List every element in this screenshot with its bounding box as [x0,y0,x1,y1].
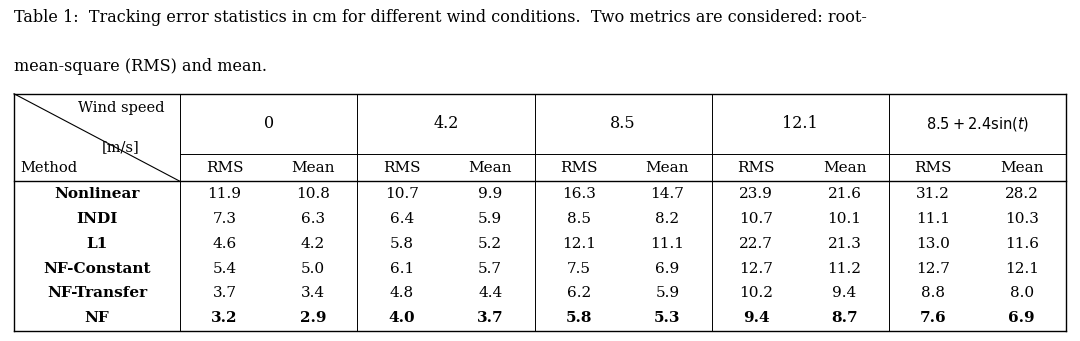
Text: 4.0: 4.0 [389,311,415,325]
Text: 6.9: 6.9 [1009,311,1035,325]
Text: 12.7: 12.7 [916,262,950,276]
Text: Mean: Mean [646,161,689,175]
Text: 5.2: 5.2 [478,237,502,251]
Text: Nonlinear: Nonlinear [54,187,139,201]
Text: Mean: Mean [1000,161,1043,175]
Text: 31.2: 31.2 [916,187,950,201]
Text: 3.7: 3.7 [477,311,503,325]
Text: 5.4: 5.4 [213,262,237,276]
Text: 5.9: 5.9 [478,212,502,226]
Text: [m/s]: [m/s] [102,140,139,154]
Text: RMS: RMS [738,161,774,175]
Text: 11.1: 11.1 [650,237,685,251]
Text: Method: Method [21,161,78,175]
Text: 12.1: 12.1 [782,116,819,133]
Text: 6.9: 6.9 [656,262,679,276]
Text: 11.1: 11.1 [916,212,950,226]
Text: 11.6: 11.6 [1004,237,1039,251]
Text: 5.8: 5.8 [390,237,414,251]
Text: 7.6: 7.6 [920,311,946,325]
Text: RMS: RMS [915,161,951,175]
Text: 5.7: 5.7 [478,262,502,276]
Text: 5.0: 5.0 [301,262,325,276]
Text: 12.1: 12.1 [562,237,596,251]
Text: 8.5: 8.5 [610,116,636,133]
Text: Mean: Mean [292,161,335,175]
Text: 12.7: 12.7 [739,262,773,276]
Text: 4.8: 4.8 [390,286,414,300]
Text: Mean: Mean [469,161,512,175]
Text: 5.9: 5.9 [656,286,679,300]
Text: 21.6: 21.6 [827,187,862,201]
Text: 9.9: 9.9 [478,187,502,201]
Text: 2.9: 2.9 [300,311,326,325]
Text: 10.8: 10.8 [296,187,330,201]
Text: 4.4: 4.4 [478,286,502,300]
Text: 12.1: 12.1 [1004,262,1039,276]
Text: $8.5+2.4\sin(t)$: $8.5+2.4\sin(t)$ [926,115,1029,133]
Text: 11.9: 11.9 [207,187,242,201]
Text: 4.2: 4.2 [301,237,325,251]
Text: 13.0: 13.0 [916,237,950,251]
Text: 0: 0 [264,116,274,133]
Text: Mean: Mean [823,161,866,175]
Text: 6.2: 6.2 [567,286,591,300]
Text: RMS: RMS [206,161,243,175]
Text: 6.4: 6.4 [390,212,414,226]
Text: 8.2: 8.2 [656,212,679,226]
Text: 22.7: 22.7 [739,237,773,251]
Text: Table 1:  Tracking error statistics in cm for different wind conditions.  Two me: Table 1: Tracking error statistics in cm… [14,9,867,26]
Text: INDI: INDI [77,212,118,226]
Text: 6.3: 6.3 [301,212,325,226]
Text: 10.2: 10.2 [739,286,773,300]
Text: 21.3: 21.3 [827,237,862,251]
Text: 7.5: 7.5 [567,262,591,276]
Text: 8.5: 8.5 [567,212,591,226]
Text: 4.6: 4.6 [213,237,237,251]
Text: 10.7: 10.7 [739,212,773,226]
Text: 8.8: 8.8 [921,286,945,300]
Text: 7.3: 7.3 [213,212,237,226]
Text: 8.7: 8.7 [832,311,858,325]
Text: 8.0: 8.0 [1010,286,1034,300]
Text: 23.9: 23.9 [739,187,773,201]
Text: 10.3: 10.3 [1004,212,1039,226]
Text: Wind speed: Wind speed [78,101,164,115]
Text: 6.1: 6.1 [390,262,414,276]
Text: 10.1: 10.1 [827,212,862,226]
Text: mean-square (RMS) and mean.: mean-square (RMS) and mean. [14,58,267,75]
Text: 5.8: 5.8 [566,311,592,325]
Text: 10.7: 10.7 [384,187,419,201]
Text: 3.2: 3.2 [212,311,238,325]
Text: 16.3: 16.3 [562,187,596,201]
Text: 5.3: 5.3 [654,311,680,325]
Text: RMS: RMS [383,161,420,175]
Text: 4.2: 4.2 [433,116,459,133]
Text: 9.4: 9.4 [743,311,769,325]
Text: 28.2: 28.2 [1004,187,1039,201]
Text: 11.2: 11.2 [827,262,862,276]
Text: 9.4: 9.4 [833,286,856,300]
Text: 14.7: 14.7 [650,187,685,201]
Text: RMS: RMS [561,161,597,175]
Text: L1: L1 [86,237,108,251]
Text: 3.4: 3.4 [301,286,325,300]
Text: NF: NF [84,311,109,325]
Text: NF-Transfer: NF-Transfer [48,286,147,300]
Text: NF-Constant: NF-Constant [43,262,151,276]
Text: 3.7: 3.7 [213,286,237,300]
